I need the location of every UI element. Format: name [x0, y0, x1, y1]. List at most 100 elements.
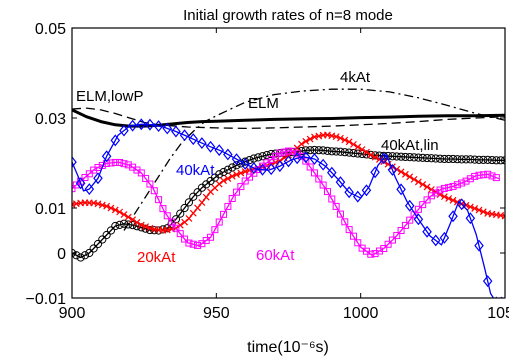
point-k40	[223, 148, 233, 161]
point-k60	[159, 205, 167, 213]
point-k60	[189, 240, 197, 248]
point-k20	[501, 212, 505, 220]
point-k20	[380, 158, 388, 166]
point-k60	[137, 169, 145, 177]
point-k60	[484, 170, 492, 178]
point-k20	[215, 180, 223, 188]
point-k40lin	[119, 219, 129, 228]
point-k60	[406, 216, 414, 224]
point-k40	[456, 198, 467, 211]
point-k20	[220, 177, 227, 185]
y-tick-label: 0.03	[35, 111, 66, 128]
point-k20	[142, 223, 150, 231]
point-k60	[124, 161, 132, 169]
point-k60	[224, 202, 232, 210]
point-k40	[84, 183, 95, 196]
point-k20	[427, 186, 435, 193]
point-k20	[124, 213, 132, 221]
point-k20	[116, 208, 124, 216]
point-k40	[353, 190, 363, 203]
point-k40lin	[319, 146, 328, 155]
point-k40	[439, 231, 450, 244]
point-k40	[197, 137, 207, 150]
point-k60	[479, 171, 487, 179]
label-40kat-lin: 40kAt,lin	[381, 137, 439, 154]
series-line-elm_lowp	[72, 107, 505, 130]
point-k20	[479, 208, 487, 216]
point-k60	[220, 210, 228, 218]
point-k60	[332, 202, 340, 210]
point-k20	[246, 166, 253, 174]
point-k60	[194, 241, 202, 249]
point-k20	[241, 168, 249, 175]
point-k20	[189, 209, 197, 217]
point-k40lin	[106, 226, 116, 235]
point-k60	[401, 221, 409, 229]
point-k60	[367, 250, 375, 258]
point-k20	[285, 151, 292, 159]
point-k20	[298, 140, 305, 148]
x-tick-label: 1050	[487, 305, 509, 322]
point-k20	[341, 136, 349, 144]
point-k60	[85, 170, 93, 178]
point-k60	[349, 232, 357, 240]
point-k40	[430, 234, 441, 247]
point-k40	[162, 122, 173, 135]
point-k40	[396, 183, 406, 196]
point-k40	[110, 134, 121, 147]
point-k60	[185, 239, 193, 247]
point-k20	[371, 153, 379, 161]
point-k20	[466, 203, 474, 211]
point-k40lin	[474, 155, 484, 164]
point-k40	[335, 176, 346, 189]
point-k60	[393, 232, 401, 240]
point-k60	[111, 158, 119, 166]
point-k20	[133, 218, 141, 226]
point-k40lin	[396, 152, 406, 161]
point-k40lin	[76, 253, 85, 262]
point-k40lin	[258, 152, 267, 161]
point-k40lin	[215, 170, 224, 179]
series-line-k4	[123, 88, 505, 231]
point-k40	[301, 151, 311, 164]
point-k60	[380, 245, 388, 252]
point-k60	[81, 174, 89, 182]
point-k60	[436, 186, 444, 194]
point-k40lin	[254, 153, 263, 162]
point-k60	[116, 158, 124, 166]
point-k40	[101, 150, 112, 163]
label-40kat: 40kAt	[176, 162, 215, 179]
point-k60	[341, 218, 349, 226]
series-layer	[72, 88, 505, 298]
point-k20	[475, 206, 483, 214]
point-k20	[185, 214, 193, 222]
ticks-layer: 900 950 1000 1050 −0.01 0 0.01 0.03 0.05	[26, 21, 509, 322]
series-elm	[72, 108, 505, 128]
point-k60	[323, 188, 331, 196]
point-k40	[136, 118, 147, 131]
point-k40lin	[128, 221, 137, 230]
point-k60	[488, 172, 496, 180]
point-k20	[453, 198, 461, 206]
point-k40lin	[306, 146, 315, 155]
point-k40	[387, 163, 398, 176]
point-k40lin	[93, 239, 103, 249]
point-k40lin	[405, 153, 414, 162]
point-k60	[155, 196, 163, 204]
point-k60	[449, 182, 457, 190]
point-k20	[137, 221, 145, 229]
point-k40lin	[448, 154, 458, 164]
point-k40	[465, 212, 476, 225]
point-k60	[246, 173, 254, 181]
point-k60	[150, 187, 158, 195]
point-k60	[94, 164, 102, 171]
point-k60	[354, 239, 362, 247]
point-k40lin	[314, 146, 323, 155]
point-k40	[153, 120, 164, 133]
point-k20	[198, 199, 206, 207]
point-k40	[72, 156, 77, 169]
point-k60	[492, 174, 500, 182]
point-k40lin	[228, 163, 237, 172]
point-k20	[224, 175, 232, 182]
point-k40lin	[366, 150, 375, 159]
